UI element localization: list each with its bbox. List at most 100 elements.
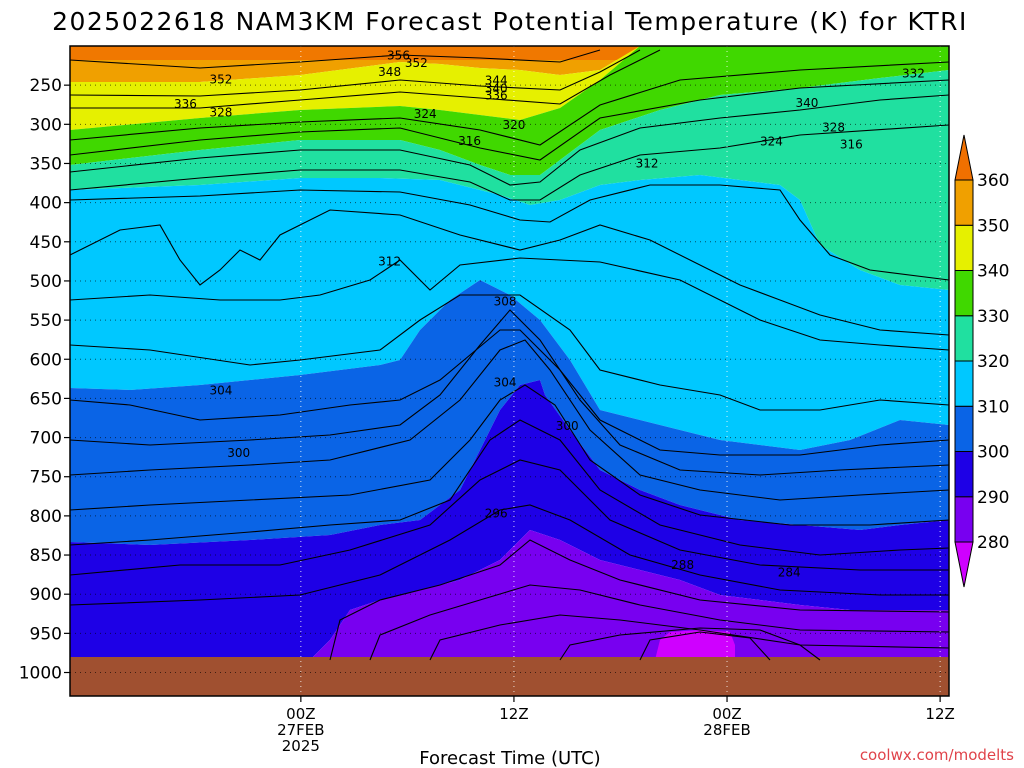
y-tick-label: 700 <box>30 429 62 449</box>
contour-label: 304 <box>494 376 517 390</box>
contour-label: 300 <box>556 419 579 433</box>
y-tick-label: 350 <box>30 154 62 174</box>
contour-label: 324 <box>760 135 783 149</box>
contour-label: 316 <box>458 134 481 148</box>
y-tick-label: 550 <box>30 311 62 331</box>
colorbar-segment <box>954 270 974 317</box>
colorbar-label: 280 <box>977 533 1009 553</box>
contour-line <box>429 614 949 661</box>
contour-label: 324 <box>964 88 987 102</box>
colorbar-label: 300 <box>977 443 1009 463</box>
contour-label: 352 <box>209 73 232 87</box>
y-tick-label: 500 <box>30 272 62 292</box>
y-tick-label: 900 <box>30 585 62 605</box>
contour-line <box>639 631 771 661</box>
contour-line <box>70 339 949 501</box>
y-tick-label: 800 <box>30 507 62 527</box>
contour-label: 312 <box>991 289 1014 303</box>
band-purple <box>310 530 949 660</box>
colorbar-label: 310 <box>977 397 1009 417</box>
y-tick-label: 400 <box>30 194 62 214</box>
contour-label: 332 <box>902 66 925 80</box>
contour-label: 304 <box>209 384 232 398</box>
colorbar-segment <box>954 541 974 588</box>
contour-line <box>70 184 949 281</box>
colorbar-label: 290 <box>977 488 1009 508</box>
x-tick-label: 28FEB <box>703 721 750 739</box>
band-lightblue <box>70 175 949 450</box>
contour-line <box>70 419 949 556</box>
band-magenta <box>655 630 735 660</box>
contour-line <box>70 49 641 97</box>
chart-title: 2025022618 NAM3KM Forecast Potential Tem… <box>52 7 968 36</box>
y-tick-label: 300 <box>30 115 62 135</box>
y-tick-label: 850 <box>30 546 62 566</box>
colorbar: 280 290 300 310 320 330 340 350 360 <box>954 134 1009 588</box>
contour-line <box>70 257 949 351</box>
colorbar-segment <box>954 134 974 181</box>
contour-label: 288 <box>671 558 694 572</box>
y-tick-label: 950 <box>30 624 62 644</box>
contour-line <box>559 627 821 661</box>
contour-line <box>70 329 949 456</box>
contour-line <box>329 539 949 661</box>
contour-line <box>369 584 949 661</box>
y-axis: 250 300 350 400 450 500 550 600 650 700 750 800 850 9… <box>19 76 70 684</box>
colorbar-segment <box>954 496 974 543</box>
x-tick-label: 2025 <box>282 737 320 755</box>
y-tick-label: 750 <box>30 468 62 488</box>
x-tick-label: 00Z <box>712 705 741 723</box>
x-tick-label: 27FEB <box>277 721 324 739</box>
x-axis-title: Forecast Time (UTC) <box>419 748 600 768</box>
contour-line <box>70 49 601 69</box>
contour-line <box>70 309 949 476</box>
colorbar-label: 350 <box>977 216 1009 236</box>
contour-label: 340 <box>485 81 508 95</box>
colorbar-label: 330 <box>977 307 1009 327</box>
contour-label: 296 <box>485 507 508 521</box>
x-axis: 00Z27FEB202512Z00Z28FEB12Z00Z1MAR <box>277 696 955 755</box>
colorbar-label: 340 <box>977 262 1009 282</box>
contour-label: 340 <box>795 96 818 110</box>
contour-label: 328 <box>822 120 845 134</box>
contour-line <box>70 61 949 146</box>
contour-label: 356 <box>387 48 410 62</box>
contour-line <box>70 94 949 186</box>
band-green <box>70 46 949 175</box>
contour-line <box>70 294 949 411</box>
x-tick-label: 00Z <box>286 705 315 723</box>
y-tick-label: 600 <box>30 350 62 370</box>
colorbar-segment <box>954 224 974 271</box>
contour-line <box>70 459 949 576</box>
terrain-surface <box>70 657 949 696</box>
colorbar-segment <box>954 405 974 452</box>
credit-text: coolwx.com/modelts <box>860 746 1014 764</box>
colorbar-label: 320 <box>977 352 1009 372</box>
band-yellow <box>70 46 640 130</box>
contour-label: 348 <box>378 65 401 79</box>
x-tick-label: 12Z <box>499 705 528 723</box>
colorbar-label: 360 <box>977 171 1009 191</box>
colorbar-segment <box>954 360 974 407</box>
contour-line <box>70 79 949 161</box>
band-midblue <box>70 280 949 545</box>
contour-line <box>70 504 949 606</box>
y-tick-label: 1000 <box>19 664 62 684</box>
contour-label: 320 <box>502 118 525 132</box>
contour-label: 316 <box>840 138 863 152</box>
contour-label: 352 <box>405 56 428 70</box>
colorbar-segment <box>954 451 974 498</box>
contour-label: 336 <box>485 88 508 102</box>
y-tick-label: 250 <box>30 76 62 96</box>
contour-label: 324 <box>414 107 437 121</box>
y-tick-label: 650 <box>30 389 62 409</box>
contour-lines <box>70 49 949 661</box>
band-darkblue <box>70 380 949 660</box>
colorbar-segment <box>954 315 974 362</box>
contour-line <box>70 124 949 201</box>
colorbar-segment <box>954 179 974 226</box>
contour-label: 284 <box>778 565 801 579</box>
